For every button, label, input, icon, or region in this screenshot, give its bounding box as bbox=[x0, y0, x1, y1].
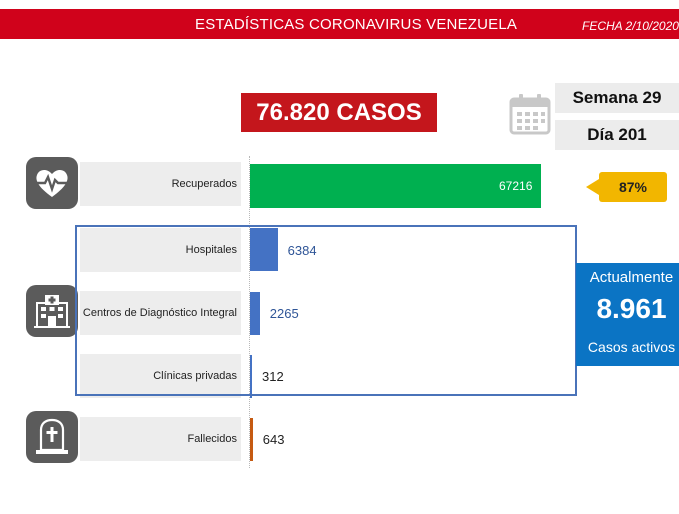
category-label-hospitals: Hospitales bbox=[80, 228, 241, 272]
tombstone-icon bbox=[36, 418, 68, 454]
active-cases-value: 8.961 bbox=[596, 293, 667, 324]
bar-value-hospitals: 6384 bbox=[287, 243, 317, 258]
active-cases-box: Actualmente 8.961 Casos activos bbox=[576, 263, 679, 366]
heart-pulse-icon bbox=[36, 169, 68, 197]
bar-cdi bbox=[250, 292, 260, 335]
category-label-deaths: Fallecidos bbox=[80, 417, 241, 461]
day-box: Día 201 bbox=[555, 120, 679, 150]
bar-value-recovered: 67216 bbox=[499, 179, 533, 193]
category-label-private-clinics: Clínicas privadas bbox=[80, 354, 241, 398]
category-label-cdi: Centros de Diagnóstico Integral bbox=[80, 291, 241, 335]
bar-value-private-clinics: 312 bbox=[262, 369, 284, 384]
recovered-percent-label: 87% bbox=[619, 179, 648, 195]
category-label: Clínicas privadas bbox=[153, 370, 237, 382]
deaths-icon-box bbox=[26, 411, 78, 463]
hospitalized-group-frame bbox=[75, 225, 577, 396]
bar-axis-line bbox=[249, 156, 250, 468]
bar-recovered bbox=[250, 164, 541, 208]
header-bar: ESTADÍSTICAS CORONAVIRUS VENEZUELA FECHA… bbox=[0, 9, 679, 39]
active-label-top: Actualmente bbox=[589, 269, 674, 286]
total-cases-label: 76.820 CASOS bbox=[256, 98, 422, 126]
week-label: Semana 29 bbox=[572, 88, 662, 107]
category-label: Fallecidos bbox=[187, 433, 237, 445]
recovered-percent-tag: 87% bbox=[586, 172, 667, 202]
bar-value-cdi: 2265 bbox=[269, 306, 299, 321]
calendar-icon bbox=[509, 94, 551, 135]
category-label-recovered: Recuperados bbox=[80, 162, 241, 206]
recovered-icon-box bbox=[26, 157, 78, 209]
report-date: FECHA 2/10/2020 bbox=[582, 19, 679, 33]
bar-deaths bbox=[250, 418, 253, 461]
day-label: Día 201 bbox=[587, 125, 647, 144]
bar-private-clinics bbox=[250, 355, 252, 398]
hospital-icon-box bbox=[26, 285, 78, 337]
hospital-icon bbox=[34, 295, 70, 328]
category-label: Hospitales bbox=[185, 244, 237, 256]
bar-value-deaths: 643 bbox=[262, 432, 285, 447]
category-label: Recuperados bbox=[171, 178, 237, 190]
bar-hospitals bbox=[250, 228, 278, 271]
week-box: Semana 29 bbox=[555, 83, 679, 113]
page-title: ESTADÍSTICAS CORONAVIRUS VENEZUELA bbox=[195, 16, 518, 33]
category-label: Centros de Diagnóstico Integral bbox=[82, 307, 237, 319]
active-label-bottom: Casos activos bbox=[587, 339, 676, 355]
total-cases-box: 76.820 CASOS bbox=[241, 93, 437, 132]
